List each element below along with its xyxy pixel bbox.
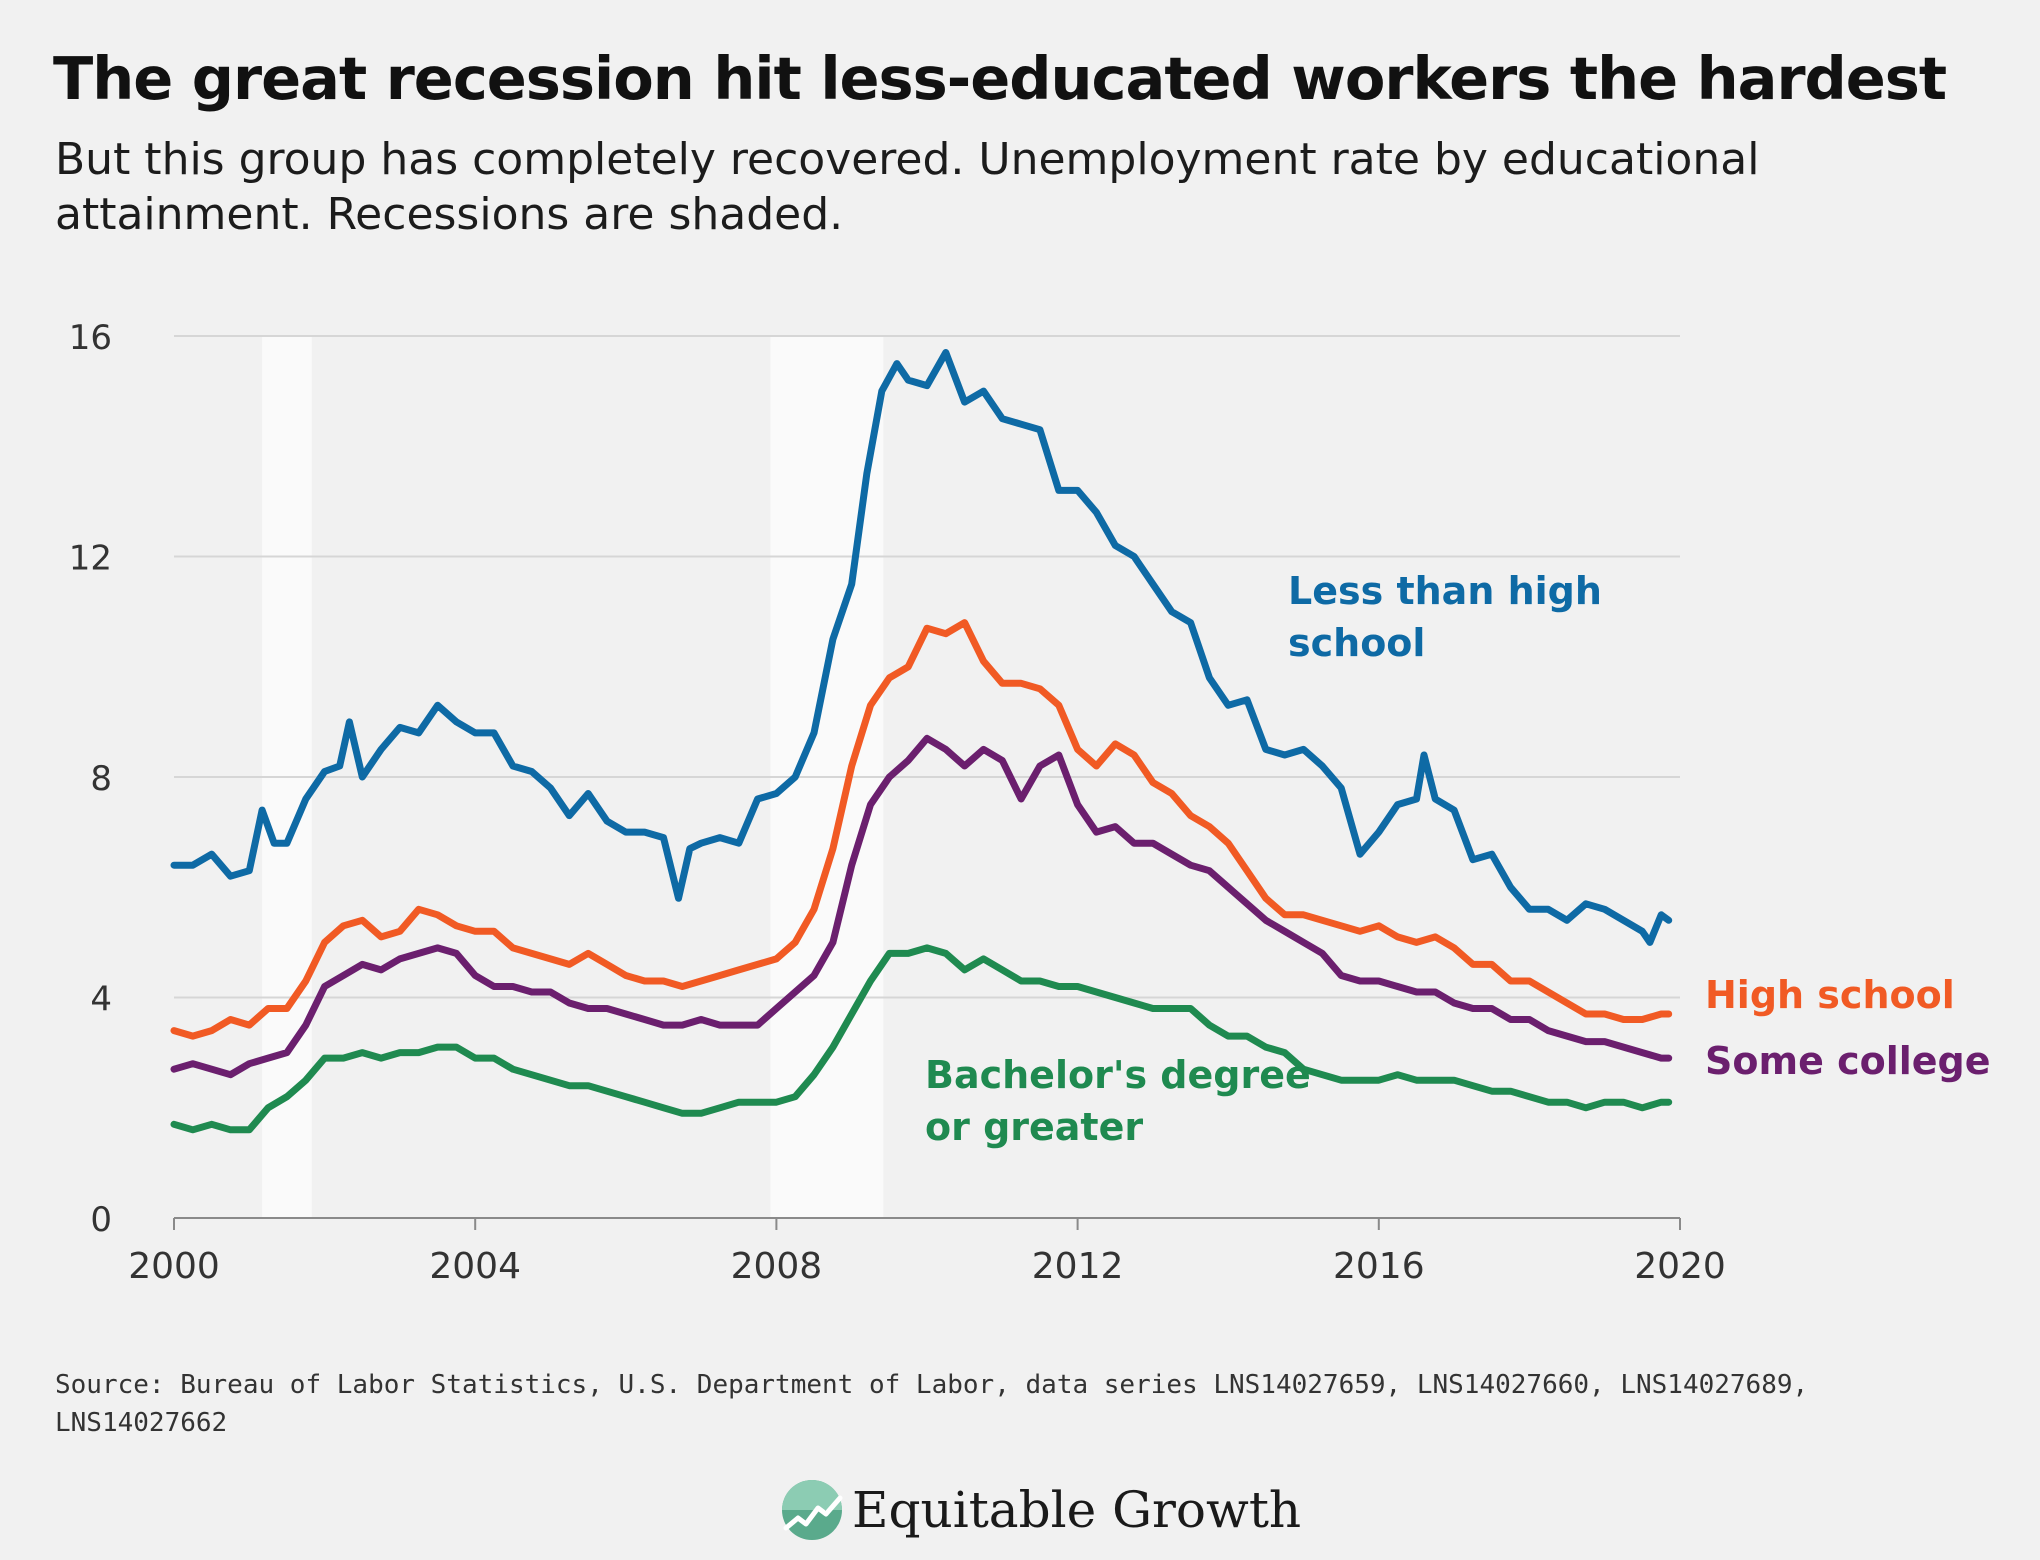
series-label-line: Bachelor's degree [925,1053,1311,1097]
series-line [170,734,1673,1079]
y-tick-label: 12 [69,539,112,579]
rising-line-circle-icon [782,1480,843,1540]
x-tick-label: 2020 [1634,1246,1726,1287]
series-label-line: High school [1705,973,1955,1017]
x-tick-label: 2012 [1032,1246,1124,1287]
series-label: Bachelor's degree or greater [925,1053,1311,1149]
series-line [170,944,1673,1134]
series-label: High school [1705,973,1955,1017]
brand-name: Equitable Growth [852,1481,1302,1539]
series-line [170,349,1673,946]
series-label-line: Some college [1705,1039,1991,1083]
series-label-line: or greater [925,1105,1143,1149]
y-tick-label: 0 [90,1200,112,1240]
series-label: Less than high school [1288,569,1602,665]
x-tick-label: 2016 [1333,1246,1425,1287]
x-tick-label: 2000 [128,1246,220,1287]
x-axis: 2000 2004 2008 2012 2016 2020 [128,1218,1726,1287]
x-tick-label: 2008 [731,1246,823,1287]
source-note: Source: Bureau of Labor Statistics, U.S.… [55,1370,1809,1438]
series-lines [170,349,1673,1134]
series-label-line: school [1288,621,1425,665]
series-labels: Less than high school High school Some coll… [925,569,1991,1149]
y-axis: 0 4 8 12 16 [69,318,112,1240]
line-chart: 0 4 8 12 16 2000 2004 2008 2012 2016 2020 Less th… [69,318,1991,1287]
series-label: Some college [1705,1039,1991,1083]
chart-subtitle: But this group has completely recovered.… [55,134,1760,240]
x-tick-label: 2004 [429,1246,521,1287]
series-line [170,619,1673,1040]
y-tick-label: 8 [90,759,112,799]
brand-footer: Equitable Growth [0,1472,2040,1552]
chart-title: The great recession hit less-educated wo… [53,44,1947,113]
y-tick-label: 4 [90,980,112,1020]
y-tick-label: 16 [69,318,112,358]
series-label-line: Less than high [1288,569,1602,613]
